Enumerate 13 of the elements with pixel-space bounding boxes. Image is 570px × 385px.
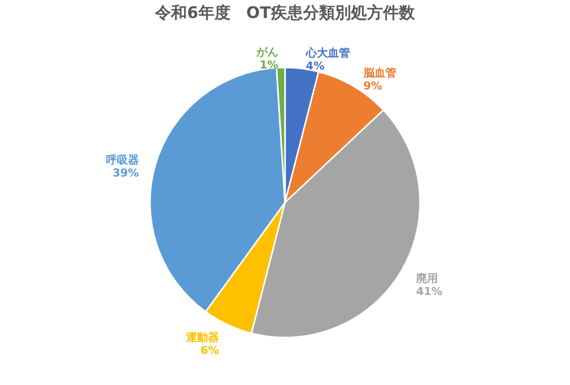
data-label: 1% bbox=[260, 58, 278, 72]
slice-label: 運動器 bbox=[185, 331, 220, 344]
slice-label: 廃用 bbox=[415, 272, 438, 285]
slice-label: 心大血管 bbox=[304, 46, 350, 60]
data-label: 6% bbox=[200, 344, 220, 358]
slice-label: 脳血管 bbox=[362, 66, 396, 80]
data-label: 4% bbox=[306, 60, 324, 73]
data-label: 39% bbox=[112, 166, 139, 180]
data-label: 41% bbox=[416, 284, 442, 298]
data-label: 9% bbox=[363, 79, 382, 92]
chart-title: 令和6年度 OT疾患分類別処方件数 bbox=[154, 3, 416, 22]
slice-label: がん bbox=[255, 46, 278, 59]
slice-label: 呼吸器 bbox=[106, 154, 139, 167]
